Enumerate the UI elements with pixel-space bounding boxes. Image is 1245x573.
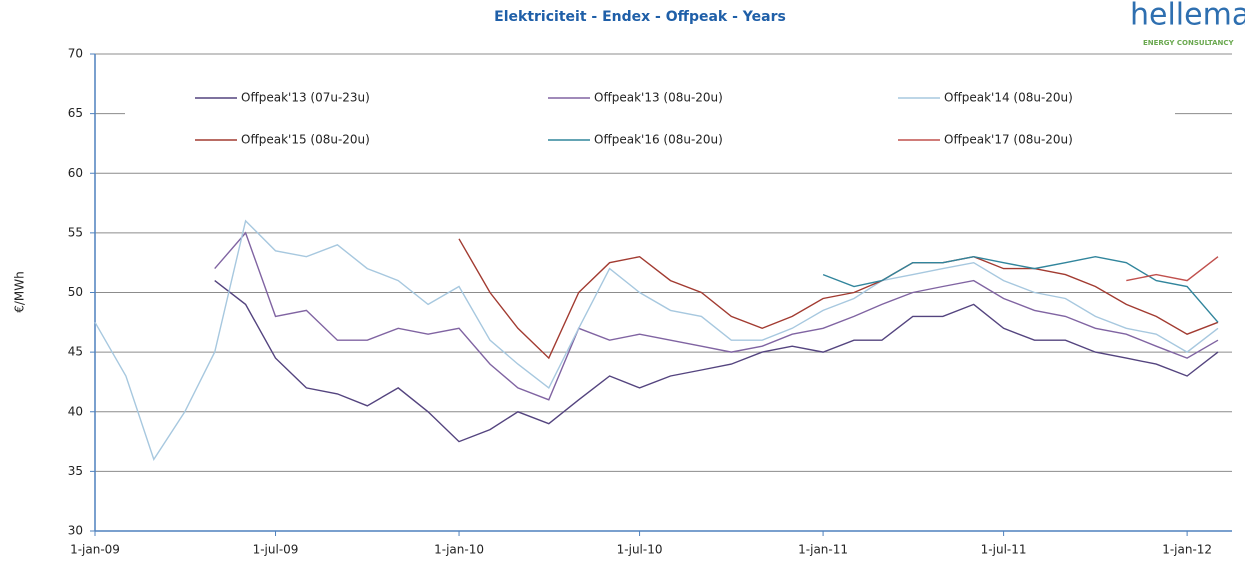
x-tick-label: 1-jul-09 [253, 543, 299, 557]
legend-background [125, 80, 1175, 158]
y-tick-label: 60 [68, 166, 83, 180]
series-line [94, 219, 1219, 461]
chart-title: Elektriciteit - Endex - Offpeak - Years [494, 9, 786, 25]
series-line [1126, 256, 1219, 282]
y-tick-label: 70 [68, 47, 83, 61]
x-tick-label: 1-jan-10 [434, 543, 484, 557]
y-tick-label: 55 [68, 225, 83, 239]
y-axis-label: €/MWh [13, 271, 27, 313]
legend-label: Offpeak'13 (07u-23u) [241, 91, 370, 105]
legend-label: Offpeak'14 (08u-20u) [944, 91, 1073, 105]
y-tick-label: 30 [68, 524, 83, 538]
legend-label: Offpeak'13 (08u-20u) [594, 91, 723, 105]
x-tick-label: 1-jan-11 [798, 543, 848, 557]
logo: hellemar [1130, 0, 1245, 33]
series-line [822, 255, 1219, 323]
series-line [214, 231, 1219, 401]
series-line [214, 280, 1219, 443]
logo-subtitle: ENERGY CONSULTANCY [1143, 39, 1235, 47]
y-tick-label: 50 [68, 285, 83, 299]
y-tick-label: 40 [68, 404, 83, 418]
legend-label: Offpeak'16 (08u-20u) [594, 133, 723, 147]
legend-label: Offpeak'17 (08u-20u) [944, 133, 1073, 147]
legend-label: Offpeak'15 (08u-20u) [241, 133, 370, 147]
x-tick-label: 1-jul-10 [617, 543, 663, 557]
y-tick-label: 45 [68, 345, 83, 359]
x-tick-label: 1-jul-11 [981, 543, 1027, 557]
y-tick-label: 65 [68, 106, 83, 120]
x-tick-label: 1-jan-09 [70, 543, 120, 557]
y-tick-label: 35 [68, 464, 83, 478]
x-tick-label: 1-jan-12 [1162, 543, 1212, 557]
series-line [458, 238, 1219, 360]
